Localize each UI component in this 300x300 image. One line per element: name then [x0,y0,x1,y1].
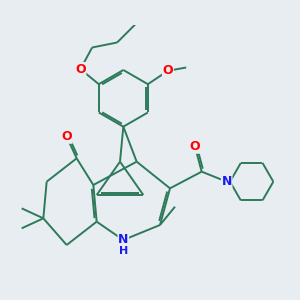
Text: N: N [221,175,232,188]
Text: H: H [119,246,128,256]
Text: O: O [61,130,72,143]
Text: O: O [75,63,86,76]
Text: N: N [118,233,128,246]
Text: O: O [190,140,200,153]
Text: O: O [163,64,173,77]
